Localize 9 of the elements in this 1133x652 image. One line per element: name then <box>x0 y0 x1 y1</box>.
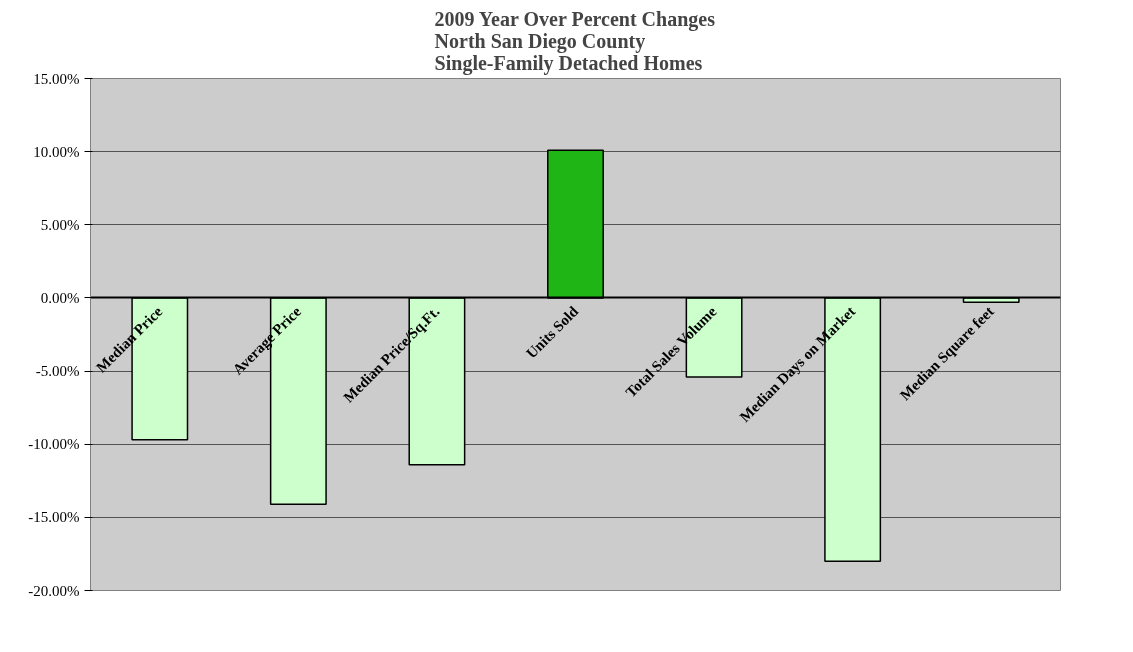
y-tick-label: 10.00% <box>33 143 80 160</box>
chart-title: 2009 Year Over Percent Changes North San Diego County Single-Family Detached Homes <box>434 7 716 75</box>
y-tick-label: 15.00% <box>33 70 80 87</box>
y-tick-label: -20.00% <box>28 582 80 599</box>
y-tick-label: -10.00% <box>28 436 80 453</box>
y-tick-label: -5.00% <box>35 363 80 380</box>
y-tick-label: 5.00% <box>40 216 80 233</box>
y-tick-label: 0.00% <box>40 289 80 306</box>
y-tick-label: -15.00% <box>28 509 80 526</box>
